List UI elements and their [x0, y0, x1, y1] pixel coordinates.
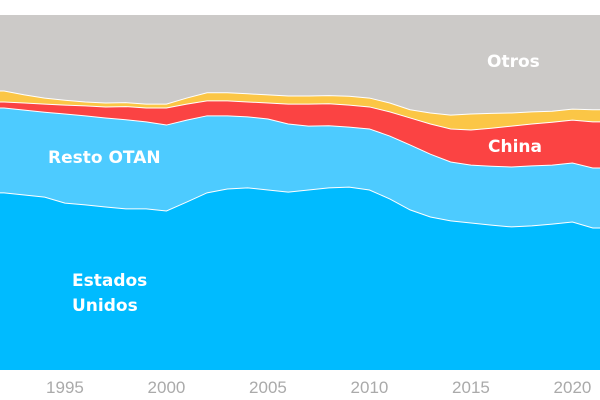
areas-layer	[0, 15, 600, 370]
boundary-line	[0, 186, 600, 229]
area-series-3	[0, 91, 600, 130]
area-resto-otan	[0, 108, 600, 228]
x-tick-label: 1995	[46, 378, 84, 397]
boundary-line	[0, 107, 600, 169]
boundary-line	[0, 100, 600, 131]
x-tick-label: 2005	[249, 378, 287, 397]
area-china	[0, 100, 600, 168]
x-tick-label: 2020	[554, 378, 592, 397]
separator-lines	[0, 90, 600, 229]
series-label-otros: Otros	[487, 52, 540, 72]
area-otros	[0, 15, 600, 116]
x-axis: 1995 2000 2005 2010 2015 2020	[46, 378, 591, 397]
x-tick-label: 2000	[148, 378, 186, 397]
x-tick-label: 2015	[452, 378, 490, 397]
series-label-china: China	[488, 137, 542, 157]
area-estados-unidos	[0, 187, 600, 370]
series-label-resto-otan: Resto OTAN	[48, 148, 161, 168]
series-label-unidos: Unidos	[72, 296, 138, 316]
x-tick-label: 2010	[351, 378, 389, 397]
boundary-line	[0, 90, 600, 116]
series-label-estados: Estados	[72, 271, 147, 291]
